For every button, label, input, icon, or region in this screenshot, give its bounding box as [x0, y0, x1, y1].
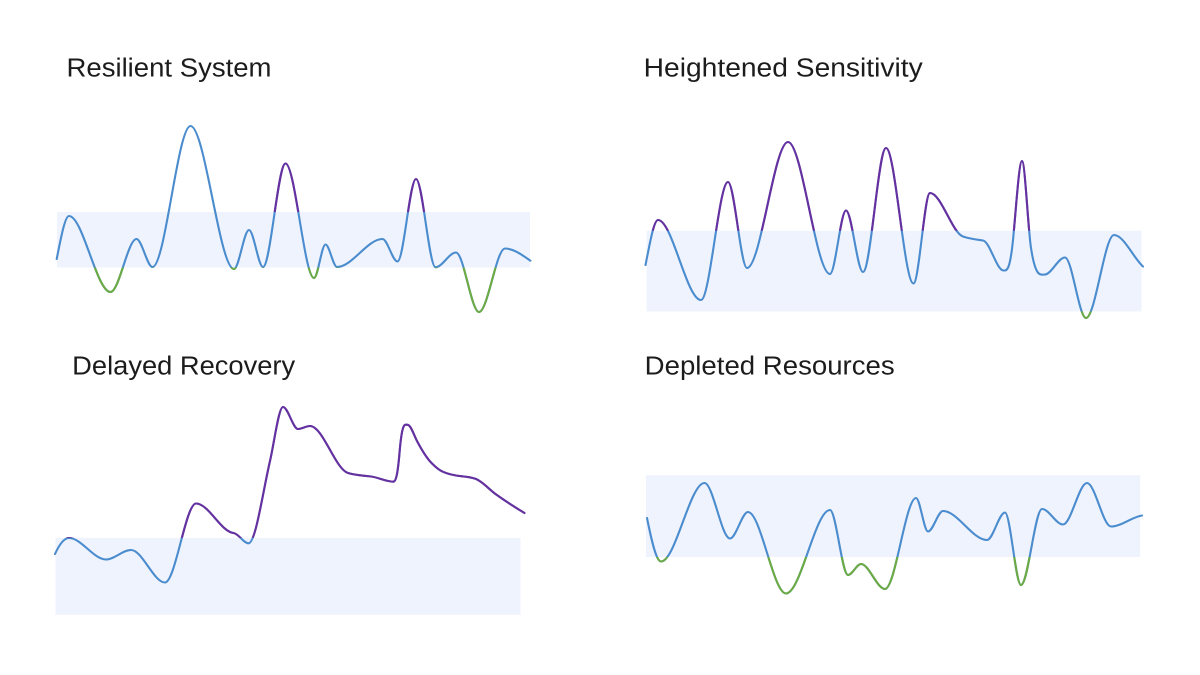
- svg-text:Delayed Recovery: Delayed Recovery: [72, 353, 295, 381]
- svg-text:Resilient System: Resilient System: [67, 55, 272, 83]
- svg-text:Heightened Sensitivity: Heightened Sensitivity: [644, 55, 923, 83]
- svg-text:Depleted Resources: Depleted Resources: [645, 353, 895, 381]
